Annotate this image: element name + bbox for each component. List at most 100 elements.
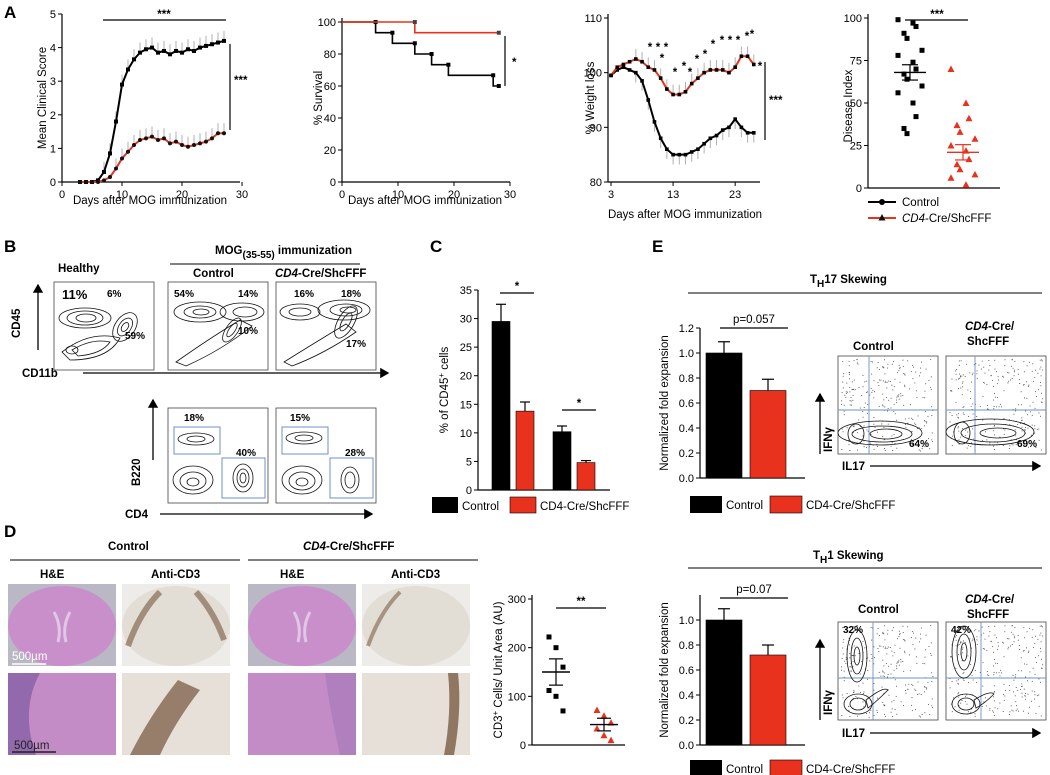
flow-b-top-ylabel: CD45 bbox=[11, 308, 23, 338]
chart-a3-point bbox=[720, 68, 725, 72]
panel-label-b: B bbox=[4, 237, 16, 256]
flow-dot bbox=[971, 708, 973, 710]
flow-dot bbox=[1040, 715, 1042, 717]
chart-a1-point bbox=[210, 42, 214, 47]
flow-dot bbox=[926, 421, 928, 423]
chart-a3-point bbox=[689, 150, 694, 154]
chart-d-point bbox=[546, 687, 552, 693]
flow-dot bbox=[873, 663, 875, 665]
chart-a4-point bbox=[904, 76, 910, 82]
chart-a4-point bbox=[962, 181, 970, 188]
histo-group-control: Control bbox=[108, 541, 149, 553]
flow-dot bbox=[850, 666, 852, 668]
flow-dot bbox=[958, 439, 960, 441]
flow-dot bbox=[955, 370, 957, 372]
flow-dot bbox=[890, 445, 892, 447]
flow-dot bbox=[1029, 405, 1031, 407]
flow-dot bbox=[932, 676, 934, 677]
flow-dot bbox=[900, 393, 902, 394]
flow-dot bbox=[1034, 673, 1036, 675]
flow-dot bbox=[971, 409, 973, 410]
chart-a3-point bbox=[658, 136, 663, 141]
flow-dot bbox=[1013, 679, 1015, 681]
flow-dot bbox=[887, 407, 889, 409]
histo-cd3-label-1: Anti-CD3 bbox=[151, 569, 200, 581]
flow-dot bbox=[873, 683, 875, 684]
flow-dot bbox=[859, 425, 861, 427]
chart-a1-ytick-label: 5 bbox=[50, 9, 56, 21]
flow-dot bbox=[957, 416, 959, 418]
chart-a1-ytick-label: 3 bbox=[50, 76, 56, 88]
flow-dot bbox=[997, 649, 999, 651]
chart-e1-ytick-label: 0.0 bbox=[679, 473, 694, 485]
flow-dot bbox=[902, 373, 904, 375]
flow-dot bbox=[907, 688, 909, 690]
flow-dot bbox=[951, 378, 953, 380]
flow-dot bbox=[1003, 694, 1004, 696]
chart-e1-ylabel: Normalized fold expansion bbox=[659, 335, 671, 471]
flow-dot bbox=[988, 360, 990, 361]
flow-dot bbox=[997, 708, 999, 710]
flow-dot bbox=[1017, 639, 1019, 641]
flow-dot bbox=[950, 656, 952, 658]
flow-dot bbox=[1018, 379, 1020, 380]
chart-a4-ytick-label: 50 bbox=[850, 98, 862, 110]
flow-dot bbox=[856, 362, 858, 364]
flow-dot bbox=[1034, 407, 1036, 409]
chart-d-ytick-label: 0 bbox=[520, 740, 526, 752]
flow-dot bbox=[863, 407, 865, 408]
flow-dot bbox=[852, 394, 854, 396]
chart-a1-point bbox=[102, 169, 106, 174]
flow-dot bbox=[929, 448, 931, 450]
flow-dot bbox=[887, 629, 889, 631]
chart-c: 0 5 10 15 20 25 30 35 % of CD45+ cells * * Control C… bbox=[432, 281, 629, 514]
flow-dot bbox=[883, 439, 885, 441]
flow-dot bbox=[866, 392, 868, 393]
flow-dot bbox=[882, 659, 884, 661]
chart-e1-ytick-label: 0.6 bbox=[679, 398, 694, 410]
chart-a3-point bbox=[634, 57, 638, 61]
flow-dot bbox=[961, 375, 963, 377]
chart-d-point bbox=[553, 693, 559, 699]
flow-dot bbox=[1002, 445, 1004, 446]
flow-dot bbox=[850, 662, 852, 664]
flow-dot bbox=[917, 681, 919, 683]
flow-dot bbox=[887, 367, 889, 369]
flow-dot bbox=[873, 423, 875, 425]
flow-dot bbox=[897, 395, 899, 397]
flow-dot bbox=[1003, 418, 1005, 419]
flow-dot bbox=[849, 670, 851, 672]
flow-dot bbox=[873, 646, 875, 648]
flow-dot bbox=[849, 644, 850, 646]
flow-dot bbox=[1018, 670, 1020, 672]
chart-c-ytick-label: 10 bbox=[460, 428, 472, 440]
flow-dot bbox=[931, 698, 933, 700]
flow-dot bbox=[909, 388, 911, 390]
chart-a2-series-1 bbox=[342, 21, 499, 34]
chart-a3-annotation: * bbox=[720, 35, 725, 47]
flow-plot-shc-bottom: 15% 28% bbox=[275, 407, 377, 504]
flow-dot bbox=[1028, 706, 1030, 708]
chart-e2-legend-shc-swatch bbox=[769, 759, 803, 775]
flow-dot bbox=[872, 627, 873, 629]
flow-dot bbox=[1017, 368, 1019, 370]
flow-dot bbox=[891, 384, 893, 386]
flow-dot bbox=[971, 647, 972, 649]
flow-dot bbox=[877, 381, 879, 383]
flow-dot bbox=[962, 678, 964, 680]
flow-dot bbox=[1013, 635, 1015, 637]
flow-dot bbox=[953, 697, 954, 699]
chart-e2-legend-shc: CD4-Cre/ShcFFF bbox=[806, 764, 895, 775]
chart-a4-point bbox=[956, 128, 964, 135]
chart-a4-point bbox=[962, 99, 970, 106]
flow-dot bbox=[993, 651, 995, 653]
flow-dot bbox=[884, 450, 886, 452]
flow-dot bbox=[961, 434, 963, 436]
flow-dot bbox=[928, 438, 930, 440]
flow-dot bbox=[890, 673, 892, 675]
flow-dot bbox=[1021, 692, 1023, 694]
flow-dot bbox=[972, 372, 974, 374]
flow-dot bbox=[897, 661, 899, 663]
flow-dot bbox=[1038, 412, 1040, 414]
flow-dot bbox=[1008, 380, 1010, 382]
